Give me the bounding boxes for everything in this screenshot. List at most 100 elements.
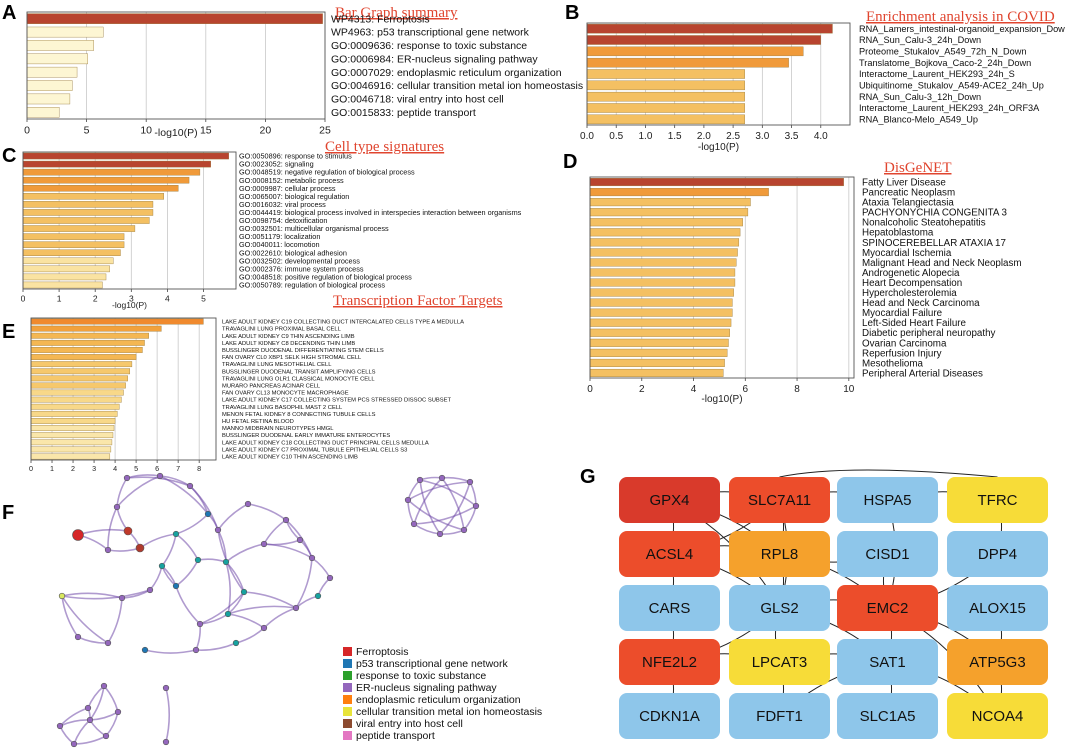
category-label: FAN OVARY CL0 XBP1 SELK HIGH STROMAL CEL… <box>222 355 362 361</box>
bar <box>30 361 133 368</box>
x-axis-label: -log10(P) <box>701 394 742 405</box>
category-label: RNA_Blanco-Melo_A549_Up <box>859 115 978 125</box>
category-label: Ovarian Carcinoma <box>862 338 947 349</box>
network-edge <box>225 543 265 563</box>
category-label: LAKE ADULT KIDNEY C8 DECENDING THIN LIMB <box>222 341 355 347</box>
tick-label: 2 <box>93 294 98 304</box>
category-label: Reperfusion Injury <box>862 348 942 359</box>
legend-label-metal-ion: cellular transition metal ion homeostasi… <box>356 706 542 718</box>
category-label: LAKE ADULT KIDNEY C10 THIN ASCENDING LIM… <box>222 454 358 460</box>
bar <box>589 188 769 197</box>
tick-label: 1.0 <box>638 131 652 142</box>
network-node <box>70 740 78 748</box>
category-label: PACHYONYCHIA CONGENITA 3 <box>862 208 1008 219</box>
bar <box>589 288 734 297</box>
network-node <box>186 482 194 490</box>
panel-label-c: C <box>2 145 16 167</box>
network-node <box>74 633 82 641</box>
gene-label: RPL8 <box>761 546 799 563</box>
legend-swatch-p53 <box>343 659 352 668</box>
gene-node-gls2: GLS2 <box>729 585 830 631</box>
network-node <box>162 684 170 692</box>
network-edge <box>89 719 107 737</box>
network-node <box>123 474 131 482</box>
gene-node-slc1a5: SLC1A5 <box>837 693 938 739</box>
network-node <box>86 716 94 724</box>
network-node <box>466 478 474 486</box>
network-edge <box>419 479 477 507</box>
gene-label: NCOA4 <box>972 708 1024 725</box>
bar <box>30 368 131 375</box>
network-edge <box>161 533 177 567</box>
network-edge <box>441 476 471 483</box>
network-edge <box>175 559 199 587</box>
tick-label: 3.5 <box>785 131 799 142</box>
gene-label: SLC1A5 <box>860 708 916 725</box>
category-label: GO:0051179: localization <box>239 232 320 241</box>
category-label: GO:0009636: response to toxic substance <box>331 40 527 52</box>
network-edge <box>217 503 249 531</box>
category-label: LAKE ADULT KIDNEY C17 COLLECTING SYSTEM … <box>222 398 452 404</box>
category-label: Fatty Liver Disease <box>862 177 946 188</box>
tick-label: 5 <box>201 294 206 304</box>
network-edge <box>149 565 163 591</box>
network-node <box>172 582 180 590</box>
category-label: Androgenetic Alopecia <box>862 268 960 279</box>
gene-box <box>729 639 830 685</box>
network-node <box>172 530 180 538</box>
legend-swatch-er-organization <box>343 695 352 704</box>
bar <box>22 217 150 224</box>
network-nodes <box>56 472 480 748</box>
category-label: RNA_Lamers_intestinal-organoid_expansion… <box>859 24 1065 34</box>
gene-box <box>729 585 830 631</box>
category-label: GO:0008152: metabolic process <box>239 176 344 185</box>
network-edge <box>103 685 119 713</box>
bar <box>589 258 737 267</box>
network-node <box>314 592 322 600</box>
legend-label-toxic: response to toxic substance <box>356 670 486 682</box>
network-node <box>214 526 222 534</box>
legend-label-peptide: peptide transport <box>356 730 435 742</box>
category-label: Diabetic peripheral neuropathy <box>862 328 996 339</box>
network-node <box>135 543 145 553</box>
network-edge <box>189 485 219 531</box>
network-node <box>296 536 304 544</box>
bar <box>586 114 746 125</box>
gene-label: CARS <box>649 600 691 617</box>
bar <box>586 103 746 113</box>
gene-box <box>947 531 1048 577</box>
category-label: GO:0046916: cellular transition metal io… <box>331 80 583 92</box>
gene-label: CDKN1A <box>639 708 700 725</box>
bar <box>589 338 729 347</box>
bar <box>26 53 88 65</box>
category-label: BUSSLINGER DUODENAL DIFFERENTIATING STEM… <box>222 348 384 354</box>
category-label: GO:0032501: multicellular organismal pro… <box>239 224 389 233</box>
network-node <box>102 732 110 740</box>
bar <box>589 358 725 367</box>
category-label: GO:0009987: cellular process <box>239 184 336 193</box>
category-label: TRAVAGLINI LUNG BASOPHIL MAST 2 CELL <box>222 405 343 411</box>
network-edge <box>263 539 301 546</box>
network-node <box>404 496 412 504</box>
bar <box>26 93 71 105</box>
gene-label: GLS2 <box>760 600 798 617</box>
network-node <box>308 554 316 562</box>
network-edge <box>175 513 209 535</box>
gene-grid: GPX4 SLC7A11 HSPA5 TFRC ACSL4 RPL8 CISD1 DPP4 CA… <box>619 477 1048 739</box>
gene-node-fdft1: FDFT1 <box>729 693 830 739</box>
tick-label: 5 <box>134 464 138 473</box>
bar <box>22 241 125 248</box>
bar <box>589 198 751 207</box>
bar <box>589 278 736 287</box>
bar <box>30 339 145 346</box>
bar <box>22 176 190 184</box>
category-label: Ubiquitinome_Stukalov_A549-ACE2_24h_Up <box>859 81 1044 91</box>
category-label: Myocardial Failure <box>862 308 943 319</box>
network-edge <box>235 627 265 644</box>
bar <box>30 332 149 339</box>
tick-label: 4 <box>113 464 117 473</box>
bar <box>30 354 137 360</box>
network-node <box>240 588 248 596</box>
category-label: LAKE ADULT KIDNEY C9 THIN ASCENDING LIMB <box>222 334 355 340</box>
panel-label-d: D <box>563 151 577 173</box>
